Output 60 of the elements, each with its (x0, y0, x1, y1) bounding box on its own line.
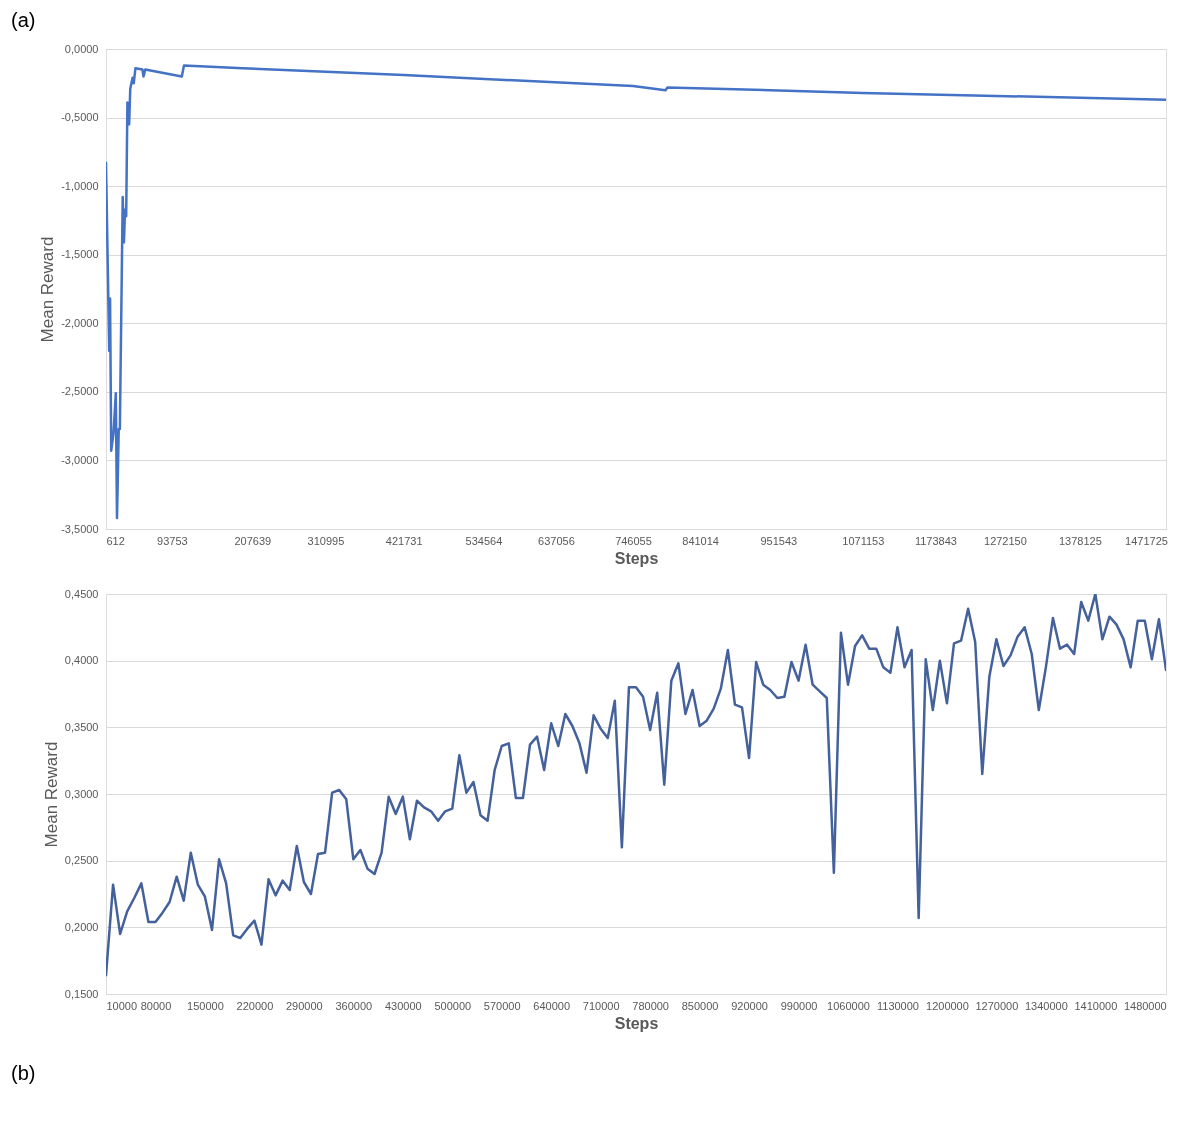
x-axis-title: Steps (614, 1014, 659, 1032)
x-tick-label: 80000 (140, 999, 172, 1012)
x-tick-label: 1272150 (984, 534, 1027, 547)
x-tick-label: 640000 (533, 999, 571, 1012)
y-axis-title: Mean Reward (38, 236, 58, 343)
x-tick-label: 1270000 (975, 999, 1019, 1012)
x-tick-label: 780000 (632, 999, 669, 1012)
y-tick-label: -1,5000 (61, 248, 99, 261)
x-tick-label: 1060000 (827, 999, 870, 1012)
x-tick-label: 746055 (615, 534, 652, 547)
y-tick-label: -2,0000 (61, 316, 99, 329)
y-tick-label: 0,3000 (64, 787, 99, 800)
x-tick-label: 1200000 (926, 999, 969, 1012)
x-tick-label: 421731 (385, 534, 423, 547)
x-tick-label: 1071153 (842, 534, 885, 547)
line-series (106, 594, 1166, 977)
x-tick-label: 150000 (187, 999, 224, 1012)
x-tick-label: 500000 (434, 999, 472, 1012)
x-tick-label: 841014 (682, 534, 719, 547)
x-tick-label: 710000 (582, 999, 620, 1012)
x-tick-label: 207639 (234, 534, 272, 547)
x-tick-label: 1378125 (1058, 534, 1102, 547)
x-tick-label: 1340000 (1024, 999, 1068, 1012)
x-tick-label: 290000 (286, 999, 323, 1012)
x-tick-label: 920000 (731, 999, 768, 1012)
line-series (106, 64, 1166, 520)
x-tick-label: 612 (106, 534, 125, 547)
x-tick-label: 360000 (335, 999, 373, 1012)
y-tick-label: 0,4500 (64, 587, 99, 600)
text: (a) (11, 9, 36, 31)
x-axis-title: Steps (614, 549, 659, 567)
y-tick-label: 0,2500 (64, 854, 99, 867)
x-tick-label: 850000 (681, 999, 719, 1012)
y-tick-label: -0,5000 (61, 111, 99, 124)
x-tick-label: 1130000 (876, 999, 919, 1012)
x-tick-label: 637056 (538, 534, 575, 547)
y-tick-label: 0,0000 (64, 42, 99, 55)
y-tick-label: 0,2000 (64, 920, 99, 933)
x-tick-label: 310995 (307, 534, 345, 547)
y-tick-label: -3,0000 (61, 453, 99, 466)
x-tick-label: 1471725 (1125, 534, 1168, 547)
x-tick-label: 10000 (106, 999, 138, 1012)
y-axis-title: Mean Reward (41, 741, 61, 848)
x-tick-label: 430000 (384, 999, 422, 1012)
x-tick-label: 93753 (157, 534, 188, 547)
x-tick-label: 951543 (760, 534, 798, 547)
x-tick-label: 220000 (236, 999, 274, 1012)
x-tick-label: 1480000 (1123, 999, 1167, 1012)
y-tick-label: 0,4000 (64, 654, 99, 667)
y-tick-label: 0,1500 (64, 987, 99, 1000)
y-tick-label: 0,3500 (64, 720, 99, 733)
x-tick-label: 1410000 (1074, 999, 1118, 1012)
text: (b) (11, 1062, 36, 1084)
y-tick-label: -1,0000 (61, 179, 99, 192)
y-tick-label: -3,5000 (61, 522, 99, 535)
x-tick-label: 534564 (465, 534, 503, 547)
x-tick-label: 1173843 (914, 534, 957, 547)
x-tick-label: 990000 (780, 999, 818, 1012)
y-tick-label: -2,5000 (61, 385, 99, 398)
x-tick-label: 570000 (483, 999, 521, 1012)
